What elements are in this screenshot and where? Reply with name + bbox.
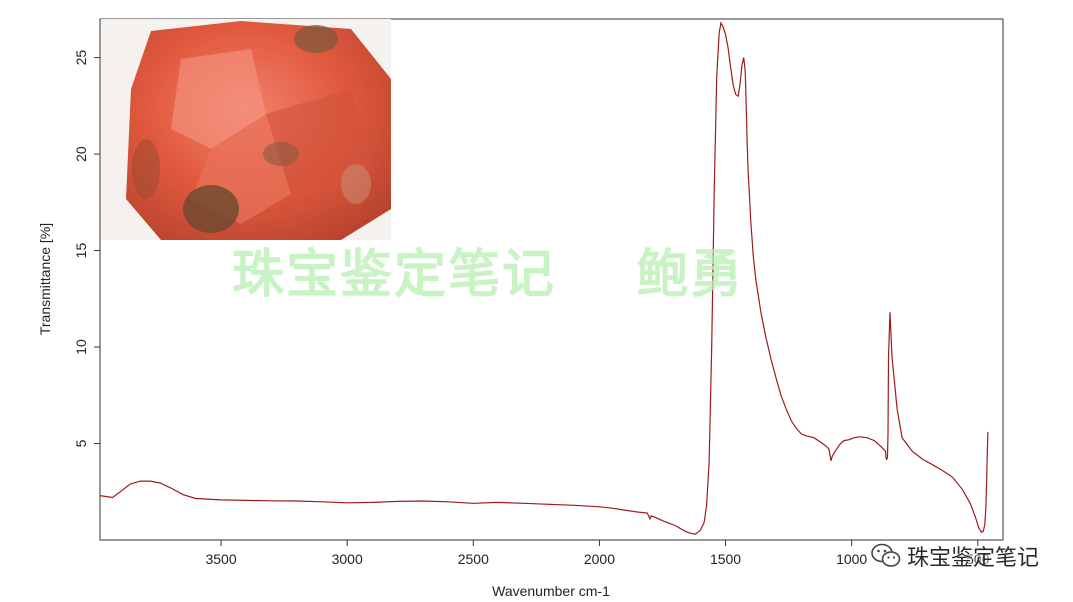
brand-text: 珠宝鉴定笔记 [906, 546, 1039, 571]
wechat-icon [871, 543, 901, 567]
x-axis: 3500 3000 2500 2000 1500 1000 500 [205, 540, 990, 567]
y-axis: 5 10 15 20 25 [73, 50, 100, 447]
brand-badge: 珠宝鉴定笔记 [871, 540, 1039, 572]
watermark-text: 珠宝鉴定笔记 鲍勇 [232, 245, 745, 305]
transmittance-spectrum-line [99, 21, 989, 535]
x-tick-label: 3000 [332, 551, 363, 567]
x-tick-label: 2500 [458, 551, 489, 567]
x-tick-label: 1000 [836, 551, 867, 567]
y-tick-label: 15 [73, 243, 89, 259]
x-tick-label: 2000 [584, 551, 615, 567]
x-tick-label: 1500 [710, 551, 741, 567]
red-coral-gemstone-photo [101, 19, 391, 240]
x-axis-title: Wavenumber cm-1 [492, 583, 610, 599]
y-axis-title: Transmittance [%] [37, 223, 53, 335]
x-tick-label: 500 [966, 551, 990, 567]
plot-frame [99, 18, 1004, 541]
y-tick-label: 20 [73, 146, 89, 162]
x-tick-label: 3500 [205, 551, 236, 567]
y-tick-label: 25 [73, 50, 89, 66]
y-tick-label: 5 [73, 439, 89, 447]
y-tick-label: 10 [73, 339, 89, 355]
